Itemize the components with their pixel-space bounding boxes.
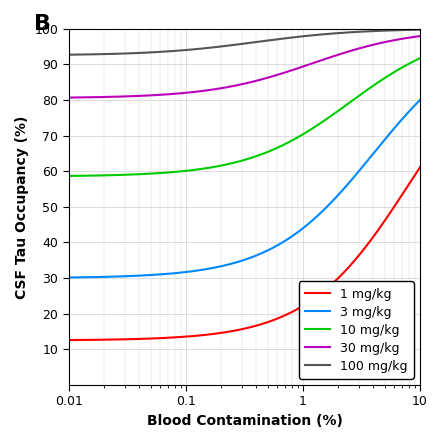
1 mg/kg	[237, 327, 242, 332]
30 mg/kg	[343, 50, 348, 55]
X-axis label: Blood Contamination (%): Blood Contamination (%)	[147, 414, 342, 428]
10 mg/kg	[407, 61, 412, 66]
1 mg/kg	[228, 329, 233, 334]
1 mg/kg	[407, 180, 412, 186]
Legend: 1 mg/kg, 3 mg/kg, 10 mg/kg, 30 mg/kg, 100 mg/kg: 1 mg/kg, 3 mg/kg, 10 mg/kg, 30 mg/kg, 10…	[299, 281, 414, 379]
100 mg/kg	[407, 27, 412, 32]
Line: 100 mg/kg: 100 mg/kg	[69, 30, 420, 55]
10 mg/kg	[84, 173, 89, 179]
3 mg/kg	[407, 108, 412, 113]
30 mg/kg	[84, 95, 89, 100]
100 mg/kg	[228, 43, 233, 48]
3 mg/kg	[84, 275, 89, 280]
30 mg/kg	[407, 35, 412, 40]
100 mg/kg	[407, 27, 412, 32]
Line: 3 mg/kg: 3 mg/kg	[69, 100, 420, 277]
10 mg/kg	[66, 173, 71, 179]
10 mg/kg	[343, 103, 348, 108]
30 mg/kg	[66, 95, 71, 100]
100 mg/kg	[417, 27, 423, 32]
3 mg/kg	[66, 275, 71, 280]
10 mg/kg	[237, 159, 242, 164]
10 mg/kg	[228, 161, 233, 166]
Text: B: B	[34, 14, 51, 35]
30 mg/kg	[237, 82, 242, 87]
100 mg/kg	[84, 52, 89, 57]
3 mg/kg	[237, 259, 242, 264]
30 mg/kg	[417, 33, 423, 39]
100 mg/kg	[66, 52, 71, 58]
Line: 1 mg/kg: 1 mg/kg	[69, 167, 420, 340]
100 mg/kg	[343, 30, 348, 35]
1 mg/kg	[66, 338, 71, 343]
1 mg/kg	[84, 337, 89, 342]
10 mg/kg	[407, 61, 412, 66]
Y-axis label: CSF Tau Occupancy (%): CSF Tau Occupancy (%)	[15, 115, 29, 299]
1 mg/kg	[417, 165, 423, 170]
100 mg/kg	[237, 42, 242, 47]
1 mg/kg	[343, 268, 348, 273]
Line: 10 mg/kg: 10 mg/kg	[69, 58, 420, 176]
3 mg/kg	[343, 184, 348, 190]
3 mg/kg	[417, 97, 423, 103]
10 mg/kg	[417, 55, 423, 61]
Line: 30 mg/kg: 30 mg/kg	[69, 36, 420, 97]
3 mg/kg	[228, 261, 233, 267]
1 mg/kg	[407, 180, 412, 186]
30 mg/kg	[228, 84, 233, 89]
30 mg/kg	[407, 35, 412, 40]
3 mg/kg	[407, 108, 412, 113]
